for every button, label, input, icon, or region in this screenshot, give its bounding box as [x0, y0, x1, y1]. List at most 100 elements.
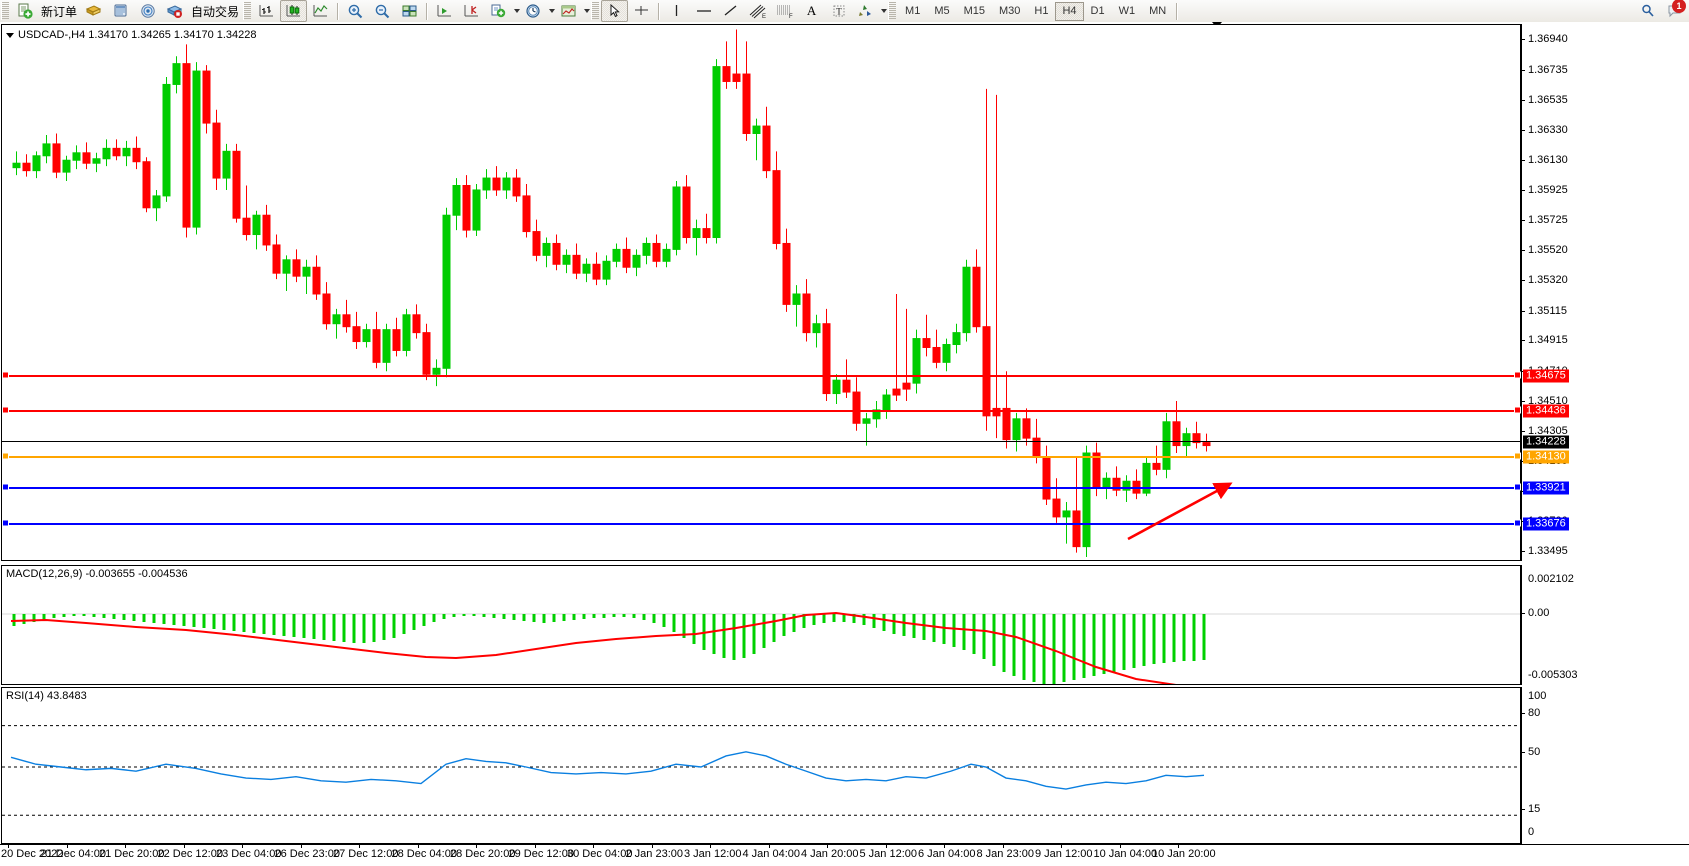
macd-plot — [2, 611, 1520, 684]
trendline-icon[interactable] — [717, 0, 744, 22]
templates-dropdown-caret[interactable] — [584, 9, 591, 13]
price-level-badge-entry-level[interactable]: 1.34130 — [1523, 450, 1569, 464]
price-level-badge-current-price[interactable]: 1.34228 — [1523, 435, 1569, 449]
chart-region: USDCAD-,H4 1.34170 1.34265 1.34170 1.342… — [0, 22, 1689, 866]
time-axis[interactable]: 20 Dec 2022 21 Dec 04:00 21 Dec 20:00 22 De… — [0, 844, 1689, 866]
level-anchor-support-upper[interactable] — [2, 483, 9, 491]
time-axis-label: 4 Jan 20:00 — [801, 848, 859, 860]
level-anchor-entry-level[interactable] — [2, 452, 9, 460]
toolbar-grip-3[interactable] — [591, 2, 600, 20]
text-icon[interactable]: A — [806, 3, 817, 18]
level-anchor-resistance-upper[interactable] — [2, 371, 9, 379]
chart-shift-icon[interactable] — [458, 0, 485, 22]
chevron-down-icon[interactable] — [6, 32, 14, 38]
timeframe-m5[interactable]: M5 — [934, 5, 950, 17]
time-axis-tick-mark — [1178, 845, 1179, 848]
timeframe-m1[interactable]: M1 — [905, 5, 921, 17]
level-anchor-right-support-upper[interactable] — [1514, 483, 1521, 491]
horizontal-line-icon[interactable] — [690, 0, 717, 22]
level-line-support-lower[interactable] — [2, 523, 1520, 526]
level-line-entry[interactable] — [2, 455, 1520, 458]
level-anchor-right-support-lower[interactable] — [1514, 519, 1521, 527]
signals-icon[interactable] — [134, 0, 161, 22]
rsi-pane[interactable]: RSI(14) 43.8483 — [1, 687, 1521, 844]
bullish-arrow[interactable] — [1122, 477, 1252, 547]
price-level-badge-support-lower[interactable]: 1.33676 — [1523, 517, 1569, 531]
notification-icon[interactable]: 1 — [1661, 0, 1689, 22]
price-pane[interactable]: USDCAD-,H4 1.34170 1.34265 1.34170 1.342… — [1, 24, 1521, 561]
text-label-icon[interactable]: T — [825, 0, 852, 22]
new-order-label[interactable]: 新订单 — [41, 4, 78, 19]
auto-trading-icon[interactable] — [161, 0, 188, 22]
macd-axis-tick-max: 0.002102 — [1528, 573, 1574, 585]
level-anchor-right-entry-level[interactable] — [1514, 452, 1521, 460]
equidistant-channel-icon[interactable]: E — [744, 0, 771, 22]
toolbar-grip-4[interactable] — [888, 2, 897, 20]
time-axis-label: 29 Dec 12:00 — [508, 848, 574, 860]
vertical-line-icon[interactable] — [663, 0, 690, 22]
crosshair-icon[interactable] — [628, 0, 655, 22]
level-anchor-right-resistance-upper[interactable] — [1514, 371, 1521, 379]
level-anchor-support-lower[interactable] — [2, 519, 9, 527]
timeframe-d1[interactable]: D1 — [1090, 5, 1105, 17]
periods-icon[interactable] — [520, 0, 547, 22]
bar-chart-icon[interactable] — [253, 0, 280, 22]
level-line-resistance-upper[interactable] — [2, 374, 1520, 377]
price-axis-tick-mark — [1521, 400, 1525, 402]
price-axis-tick-label: 1.36735 — [1528, 63, 1568, 76]
auto-trading-label[interactable]: 自动交易 — [191, 4, 240, 19]
time-axis-tick-mark — [944, 845, 945, 848]
time-axis-tick-mark — [183, 845, 185, 848]
time-axis-tick-mark — [1002, 845, 1004, 848]
timeframe-h4[interactable]: H4 — [1055, 1, 1084, 21]
fibonacci-icon[interactable]: F — [771, 0, 798, 22]
price-axis-tick-mark — [1521, 310, 1525, 312]
new-order-icon[interactable] — [11, 0, 38, 22]
periods-dropdown-caret[interactable] — [549, 9, 556, 13]
indicators-icon[interactable] — [485, 0, 512, 22]
price-level-badge-support-upper[interactable]: 1.33921 — [1523, 481, 1569, 495]
level-anchor-resistance-lower[interactable] — [2, 406, 9, 414]
shapes-dropdown-caret[interactable] — [881, 9, 888, 13]
tile-windows-icon[interactable] — [396, 0, 423, 22]
time-axis-label: 30 Dec 04:00 — [567, 848, 633, 860]
timeframe-m15[interactable]: M15 — [963, 5, 985, 17]
price-candlesticks — [12, 29, 1211, 558]
level-line-resistance-lower[interactable] — [2, 410, 1520, 413]
symbol-header-text: USDCAD-,H4 1.34170 1.34265 1.34170 1.342… — [18, 29, 257, 41]
templates-icon[interactable] — [555, 0, 582, 22]
symbol-header[interactable]: USDCAD-,H4 1.34170 1.34265 1.34170 1.342… — [6, 29, 257, 41]
candlestick-chart-icon[interactable] — [280, 0, 308, 22]
timeframe-h1[interactable]: H1 — [1034, 5, 1049, 17]
zoom-in-icon[interactable] — [342, 0, 369, 22]
toolbar-grip[interactable] — [1, 2, 9, 20]
macd-pane[interactable]: MACD(12,26,9) -0.003655 -0.004536 — [1, 565, 1521, 685]
price-level-badge-resistance-upper[interactable]: 1.34675 — [1523, 369, 1569, 383]
price-level-badge-resistance-lower[interactable]: 1.34436 — [1523, 404, 1569, 418]
history-icon[interactable] — [80, 0, 107, 22]
timeframe-mn[interactable]: MN — [1149, 5, 1167, 17]
price-axis[interactable]: 1.36940 1.36735 1.36535 1.36330 1.36130 1.359… — [1521, 24, 1689, 561]
time-axis-tick-mark — [827, 845, 828, 848]
toolbar-grip-2[interactable] — [243, 2, 252, 20]
timeframe-w1[interactable]: W1 — [1118, 5, 1136, 17]
price-axis-tick-label: 1.36130 — [1528, 153, 1568, 166]
time-axis-label: 26 Dec 23:00 — [274, 848, 340, 860]
search-icon[interactable] — [1634, 0, 1661, 22]
cursor-icon[interactable] — [601, 0, 629, 22]
time-axis-label: 21 Dec 04:00 — [40, 848, 106, 860]
timeframe-m30[interactable]: M30 — [999, 5, 1021, 17]
line-chart-icon[interactable] — [307, 0, 334, 22]
level-anchor-right-resistance-lower[interactable] — [1514, 406, 1521, 414]
level-line-support-upper[interactable] — [2, 487, 1520, 490]
shapes-icon[interactable] — [852, 0, 879, 22]
time-axis-label: 2 Jan 23:00 — [625, 848, 684, 860]
data-window-icon[interactable] — [107, 0, 134, 22]
macd-axis-tick-min: -0.005303 — [1528, 669, 1578, 681]
price-axis-tick-mark — [1521, 39, 1525, 41]
auto-scroll-icon[interactable] — [431, 0, 458, 22]
indicators-dropdown-caret[interactable] — [514, 9, 521, 13]
time-axis-label: 3 Jan 12:00 — [684, 848, 742, 860]
price-axis-tick-label: 1.36940 — [1528, 33, 1568, 46]
zoom-out-icon[interactable] — [369, 0, 396, 22]
